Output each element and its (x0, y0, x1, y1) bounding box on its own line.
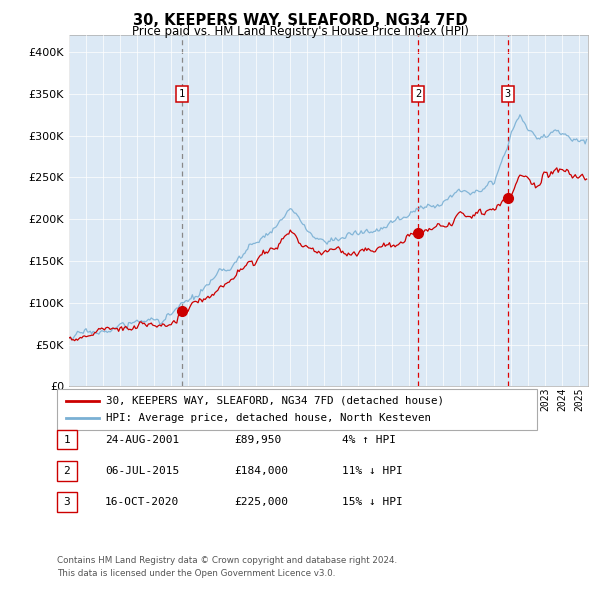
Text: 11% ↓ HPI: 11% ↓ HPI (342, 466, 403, 476)
Text: 4% ↑ HPI: 4% ↑ HPI (342, 435, 396, 444)
Text: HPI: Average price, detached house, North Kesteven: HPI: Average price, detached house, Nort… (106, 413, 431, 423)
Text: £225,000: £225,000 (234, 497, 288, 507)
Text: 15% ↓ HPI: 15% ↓ HPI (342, 497, 403, 507)
Text: 06-JUL-2015: 06-JUL-2015 (105, 466, 179, 476)
Text: £184,000: £184,000 (234, 466, 288, 476)
Text: 24-AUG-2001: 24-AUG-2001 (105, 435, 179, 444)
Text: 2: 2 (64, 466, 70, 476)
Text: 3: 3 (64, 497, 70, 507)
Text: 30, KEEPERS WAY, SLEAFORD, NG34 7FD: 30, KEEPERS WAY, SLEAFORD, NG34 7FD (133, 13, 467, 28)
Text: 1: 1 (179, 89, 185, 99)
Text: This data is licensed under the Open Government Licence v3.0.: This data is licensed under the Open Gov… (57, 569, 335, 578)
Text: £89,950: £89,950 (234, 435, 281, 444)
Text: Contains HM Land Registry data © Crown copyright and database right 2024.: Contains HM Land Registry data © Crown c… (57, 556, 397, 565)
Text: 30, KEEPERS WAY, SLEAFORD, NG34 7FD (detached house): 30, KEEPERS WAY, SLEAFORD, NG34 7FD (det… (106, 396, 444, 406)
Text: Price paid vs. HM Land Registry's House Price Index (HPI): Price paid vs. HM Land Registry's House … (131, 25, 469, 38)
Text: 16-OCT-2020: 16-OCT-2020 (105, 497, 179, 507)
Text: 2: 2 (415, 89, 421, 99)
Text: 3: 3 (505, 89, 511, 99)
Text: 1: 1 (64, 435, 70, 444)
